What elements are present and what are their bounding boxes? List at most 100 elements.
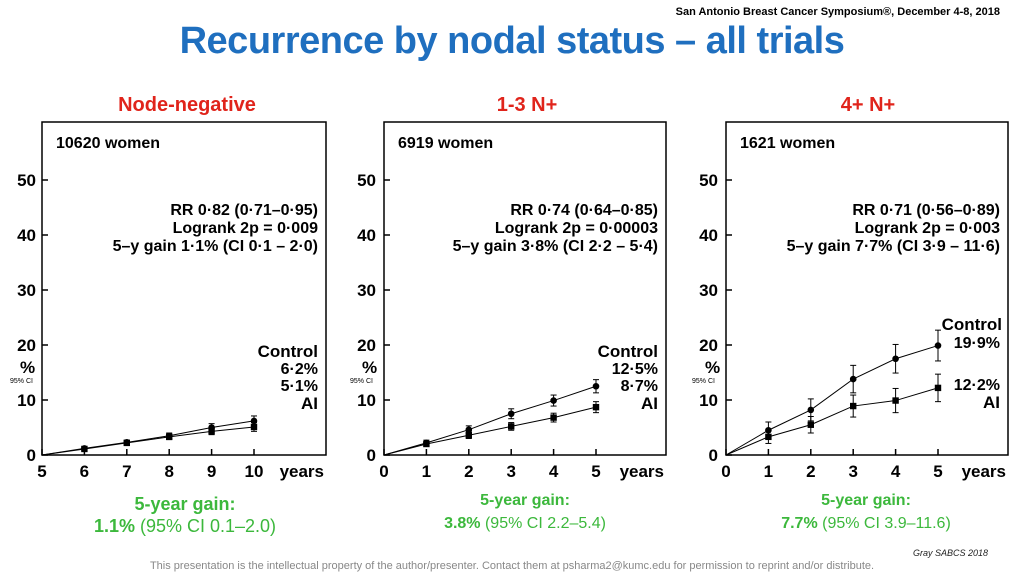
p0-series-name-ai: AI xyxy=(301,394,318,413)
gain-ci-0: (95% CI 0.1–2.0) xyxy=(134,516,277,536)
p1-point-1-1 xyxy=(423,440,430,448)
p0-end-label-ai: 5·1% xyxy=(281,378,318,395)
p2-y-axis-label: % xyxy=(705,358,720,377)
p0-xtick-label-6: 6 xyxy=(80,462,89,481)
p1-point-1-3 xyxy=(508,423,515,430)
p1-xtick-label-5: 5 xyxy=(591,462,600,481)
p0-ytick-label-20: 20 xyxy=(17,336,36,355)
p1-ci-note: 95% CI xyxy=(350,378,373,385)
p2-ytick-label-20: 20 xyxy=(699,336,718,355)
p1-y-axis-label: % xyxy=(362,358,377,377)
p1-series-line-0 xyxy=(383,385,597,456)
p0-stat-line-1: Logrank 2p = 0·009 xyxy=(173,220,318,237)
p2-point-1-1 xyxy=(765,433,772,441)
p2-point-1-2 xyxy=(807,421,814,428)
p0-series-name-control: Control xyxy=(258,342,318,361)
p2-xtick-label-4: 4 xyxy=(891,462,901,481)
p2-ytick-label-40: 40 xyxy=(699,226,718,245)
gain-ci-2: (95% CI 3.9–11.6) xyxy=(817,515,951,532)
p2-xtick-label-1: 1 xyxy=(764,462,773,481)
p2-series-line-0 xyxy=(725,345,939,456)
p1-point-0-4 xyxy=(550,397,557,404)
credit-text: Gray SABCS 2018 xyxy=(912,548,988,558)
gain-heading-2: 5-year gain: xyxy=(821,492,911,509)
p2-plot-frame xyxy=(725,121,1009,456)
gain-heading-0: 5-year gain: xyxy=(134,494,236,514)
p0-stat-line-2: 5–y gain 1·1% (CI 0·1 – 2·0) xyxy=(113,238,318,255)
p1-xtick-label-3: 3 xyxy=(506,462,515,481)
p1-point-0-3 xyxy=(507,410,515,418)
p2-point-0-5 xyxy=(934,342,942,349)
p1-ytick-label-30: 30 xyxy=(357,281,376,300)
p0-women-count: 10620 women xyxy=(56,135,160,152)
p0-plot-frame xyxy=(41,121,327,456)
p0-ytick-label-40: 40 xyxy=(17,226,36,245)
p0-ytick-label-0: 0 xyxy=(27,446,36,465)
p1-women-count: 6919 women xyxy=(398,135,493,152)
gain-value-2: 7.7% xyxy=(781,515,818,532)
p1-ytick-label-10: 10 xyxy=(357,391,376,410)
p2-point-0-4 xyxy=(892,355,899,363)
p2-xtick-label-3: 3 xyxy=(848,462,857,481)
p1-stat-line-2: 5–y gain 3·8% (CI 2·2 – 5·4) xyxy=(453,238,658,255)
p1-point-1-2 xyxy=(465,432,472,439)
p2-end-label-ai: 12·2% xyxy=(954,377,1000,394)
p1-end-label-control: 12·5% xyxy=(612,361,658,378)
p1-xtick-label-1: 1 xyxy=(422,462,431,481)
gain-value-0: 1.1% xyxy=(93,516,135,536)
p2-end-label-control: 19·9% xyxy=(954,335,1000,352)
p2-series-name-ai: AI xyxy=(983,393,1000,412)
p2-xtick-label-0: 0 xyxy=(721,462,730,481)
panel-title-node-negative: Node-negative xyxy=(118,94,256,116)
p2-point-1-3 xyxy=(850,402,857,410)
p2-ytick-label-30: 30 xyxy=(699,281,718,300)
p2-point-1-5 xyxy=(934,384,942,392)
gain-text-2: 7.7% (95% CI 3.9–11.6) xyxy=(716,515,1016,533)
p1-series-name-control: Control xyxy=(598,342,658,361)
p1-series-name-ai: AI xyxy=(641,394,658,413)
p1-plot-frame xyxy=(383,121,667,456)
p2-stat-line-2: 5–y gain 7·7% (CI 3·9 – 11·6) xyxy=(787,238,1000,255)
gain-ci-1: (95% CI 2.2–5.4) xyxy=(480,515,606,532)
p0-end-label-control: 6·2% xyxy=(281,361,318,378)
p1-ytick-label-20: 20 xyxy=(357,336,376,355)
p2-stat-line-1: Logrank 2p = 0·003 xyxy=(855,220,1000,237)
p2-point-1-4 xyxy=(892,397,899,404)
p1-series-line-1 xyxy=(383,406,597,456)
p2-point-0-2 xyxy=(807,406,815,414)
p2-point-0-3 xyxy=(849,375,857,383)
p2-ci-note: 95% CI xyxy=(692,378,715,385)
p0-xtick-label-10: 10 xyxy=(245,462,264,481)
p2-ytick-label-10: 10 xyxy=(699,391,718,410)
p1-ytick-label-40: 40 xyxy=(357,226,376,245)
p1-point-0-2 xyxy=(465,426,473,434)
p0-series-line-1 xyxy=(41,426,255,456)
p1-point-0-5 xyxy=(592,382,600,390)
p0-point-1-1 xyxy=(81,445,88,453)
p0-point-1-3 xyxy=(166,433,173,441)
p1-x-unit-label: years xyxy=(620,462,664,481)
p1-end-label-ai: 8·7% xyxy=(621,378,658,395)
gain-heading-1: 5-year gain: xyxy=(480,492,570,509)
p0-stat-line-0: RR 0·82 (0·71–0·95) xyxy=(170,202,318,219)
gain-text-1: 3.8% (95% CI 2.2–5.4) xyxy=(375,515,675,533)
slide-title: Recurrence by nodal status – all trials xyxy=(179,20,845,62)
p1-xtick-label-4: 4 xyxy=(549,462,559,481)
p1-xtick-label-2: 2 xyxy=(464,462,473,481)
p2-ytick-label-0: 0 xyxy=(709,446,718,465)
gain-text-0: 1.1% (95% CI 0.1–2.0) xyxy=(35,516,335,537)
p1-stat-line-0: RR 0·74 (0·64–0·85) xyxy=(510,202,658,219)
footer-disclaimer: This presentation is the intellectual pr… xyxy=(149,560,875,572)
conference-caption: San Antonio Breast Cancer Symposium®, De… xyxy=(675,6,1000,18)
p0-ytick-label-30: 30 xyxy=(17,281,36,300)
p1-point-1-5 xyxy=(592,403,600,411)
p2-ytick-label-50: 50 xyxy=(699,171,718,190)
p0-xtick-label-5: 5 xyxy=(37,462,46,481)
p2-x-unit-label: years xyxy=(962,462,1006,481)
p2-women-count: 1621 women xyxy=(740,135,835,152)
p1-xtick-label-0: 0 xyxy=(379,462,388,481)
p0-series-line-0 xyxy=(41,420,255,456)
p1-ytick-label-50: 50 xyxy=(357,171,376,190)
p2-xtick-label-2: 2 xyxy=(806,462,815,481)
